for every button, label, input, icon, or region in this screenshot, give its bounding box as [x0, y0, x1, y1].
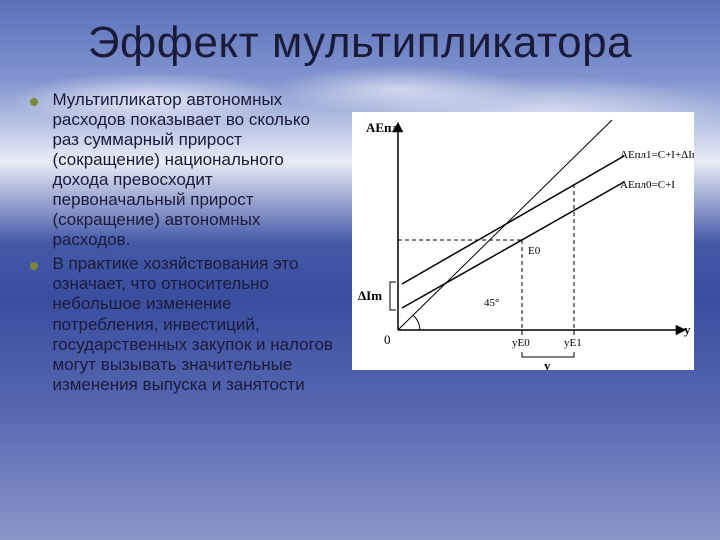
- bullet-text: В практике хозяйствования это означает, …: [52, 254, 337, 394]
- multiplier-chart: AEпл 45° AEпл1=C+I+ΔIm AEпл0=C+I ΔIm E0 0 yE0 yE…: [352, 112, 694, 370]
- list-item: Мультипликатор автономных расходов показ…: [30, 90, 340, 250]
- svg-text:0: 0: [384, 332, 391, 347]
- svg-text:AEпл0=C+I: AEпл0=C+I: [620, 179, 675, 191]
- bullet-list: Мультипликатор автономных расходов показ…: [30, 90, 340, 399]
- bullet-text: Мультипликатор автономных расходов показ…: [52, 90, 337, 250]
- list-item: В практике хозяйствования это означает, …: [30, 254, 340, 394]
- svg-text:y: y: [684, 322, 691, 337]
- svg-text:ΔIm: ΔIm: [358, 288, 382, 303]
- svg-text:y: y: [544, 358, 551, 370]
- chart-svg: AEпл 45° AEпл1=C+I+ΔIm AEпл0=C+I ΔIm E0 0 yE0 yE…: [352, 112, 694, 370]
- page-title: Эффект мультипликатора: [0, 18, 720, 68]
- svg-text:yE1: yE1: [564, 337, 582, 349]
- svg-text:AEпл: AEпл: [366, 120, 399, 135]
- svg-text:45°: 45°: [484, 297, 499, 309]
- svg-text:yE0: yE0: [512, 337, 530, 349]
- svg-text:AEпл1=C+I+ΔIm: AEпл1=C+I+ΔIm: [620, 149, 694, 161]
- bullet-icon: [30, 98, 38, 106]
- svg-text:E0: E0: [528, 245, 541, 257]
- bullet-icon: [30, 262, 38, 270]
